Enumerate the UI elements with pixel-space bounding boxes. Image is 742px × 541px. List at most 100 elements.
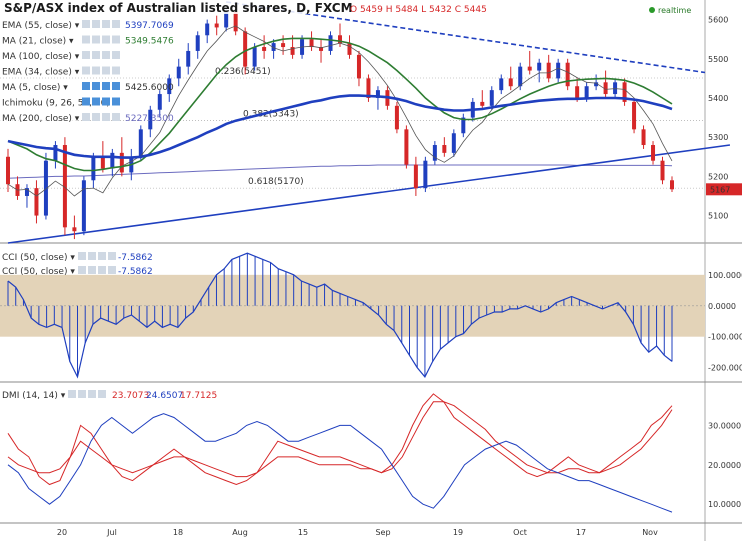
- fib-label: 0.382(5343): [243, 109, 299, 119]
- indicator-control-icon: [112, 113, 120, 121]
- candle-body: [603, 82, 608, 95]
- indicator-name: EMA (55, close) ▾: [2, 21, 80, 31]
- candle-body: [632, 101, 637, 130]
- cci-panel: 100.0000 0.0000 -100.0000 -200.0000: [0, 252, 742, 383]
- indicator-control-icon: [92, 20, 100, 28]
- candle-body: [622, 82, 627, 102]
- indicator-name: MA (21, close) ▾: [2, 37, 74, 47]
- candle-body: [34, 188, 39, 216]
- price-tick-label: 5300: [708, 133, 728, 142]
- indicator-control-icon: [102, 51, 110, 59]
- cci-control-icon: [78, 266, 86, 274]
- price-tick-label: 5400: [708, 94, 728, 103]
- x-axis: 20 Jul 18 Aug 15 Sep 19 Oct 17 Nov: [0, 522, 742, 537]
- indicator-control-icon: [82, 66, 90, 75]
- candle-body: [81, 180, 86, 232]
- candle-body: [271, 43, 276, 51]
- indicator-control-icon: [112, 20, 120, 28]
- indicator-value: 5397.7069: [125, 21, 174, 31]
- candle-body: [413, 164, 418, 189]
- ma5-line: [7, 25, 673, 197]
- candle-body: [186, 50, 191, 67]
- dmi-series-2: [7, 413, 673, 513]
- chart-title: S&P/ASX index of Australian listed share…: [4, 1, 353, 15]
- indicator-legend-bg: [0, 81, 78, 93]
- candle-body: [594, 82, 599, 87]
- candle-body: [338, 35, 342, 44]
- dmi-series-1: [7, 401, 673, 478]
- candle-body: [356, 54, 361, 79]
- indicator-name: MA (200, close) ▾: [2, 114, 80, 124]
- cci-control-icon: [88, 266, 96, 274]
- candle-body: [205, 23, 210, 36]
- indicator-name: EMA (34, close) ▾: [2, 68, 80, 78]
- indicator-legend-bg: [0, 34, 78, 47]
- overlay: S&P/ASX index of Australian listed share…: [0, 0, 691, 401]
- ema55-line: [7, 94, 673, 159]
- candle-body: [43, 160, 48, 216]
- price-tick-label: 5200: [708, 172, 728, 181]
- price-badge-bg: [706, 183, 742, 196]
- indicator-legend-bg: [0, 50, 78, 62]
- cci-control-icon: [98, 252, 106, 260]
- indicator-control-icon: [92, 97, 100, 106]
- dmi-control-icon: [78, 390, 86, 398]
- dmi-control-icon: [98, 390, 106, 398]
- candle-body: [62, 145, 67, 228]
- candle-body: [613, 82, 618, 95]
- candle-body: [309, 39, 314, 48]
- indicator-control-icon: [112, 51, 120, 59]
- fib-label: 0.236(5451): [215, 67, 271, 77]
- cci-tick-label: 0.0000: [708, 302, 736, 311]
- dmi-control-icon: [68, 390, 76, 398]
- candle-body: [262, 47, 267, 51]
- x-tick-label: Sep: [375, 528, 390, 537]
- x-tick-label: Oct: [513, 528, 527, 537]
- indicator-control-icon: [82, 97, 90, 106]
- candle-body: [224, 11, 229, 28]
- candle-body: [432, 145, 437, 161]
- indicator-legend-bg: [0, 112, 78, 124]
- indicator-control-icon: [92, 113, 100, 121]
- candle-body: [91, 156, 96, 181]
- indicator-control-icon: [82, 82, 90, 90]
- cci-value: -7.5862: [118, 253, 153, 263]
- dmi-value: 24.6507: [146, 391, 183, 401]
- indicator-control-icon: [82, 35, 90, 44]
- indicator-control-icon: [112, 97, 120, 106]
- candle-body: [53, 145, 58, 161]
- indicator-legend-bg: [0, 96, 78, 109]
- dmi-tick-label: 20.0000: [708, 461, 741, 470]
- dmi-tick-label: 30.0000: [708, 421, 741, 430]
- candle-body: [508, 78, 513, 87]
- indicator-control-icon: [82, 51, 90, 59]
- candle-body: [281, 43, 286, 48]
- indicator-control-icon: [112, 35, 120, 44]
- dmi-value: 17.7125: [180, 391, 217, 401]
- candle-body: [110, 152, 115, 169]
- x-tick-label: 19: [453, 528, 463, 537]
- price-tick-label: 5600: [708, 16, 728, 25]
- dmi-series-0: [7, 393, 673, 486]
- indicator-value: 5349.5476: [125, 37, 174, 47]
- candle-body: [489, 90, 494, 106]
- candle-body: [565, 62, 570, 87]
- indicator-name: MA (100, close) ▾: [2, 52, 80, 62]
- x-tick-label: 17: [576, 528, 586, 537]
- candle-body: [480, 101, 485, 106]
- candle-body: [546, 62, 551, 79]
- price-badge: 5167: [710, 185, 730, 194]
- candle-body: [214, 23, 219, 28]
- candle-body: [347, 43, 352, 55]
- indicator-control-icon: [102, 82, 110, 90]
- candle-body: [328, 35, 333, 51]
- indicator-control-icon: [102, 113, 110, 121]
- indicator-legend-bg: [0, 65, 78, 78]
- candle-body: [375, 90, 380, 98]
- x-tick-label: Aug: [232, 528, 248, 537]
- indicator-control-icon: [92, 35, 100, 44]
- candle-body: [556, 62, 561, 79]
- cci-control-icon: [108, 252, 116, 260]
- candle-body: [6, 156, 10, 185]
- cci-control-icon: [88, 252, 96, 260]
